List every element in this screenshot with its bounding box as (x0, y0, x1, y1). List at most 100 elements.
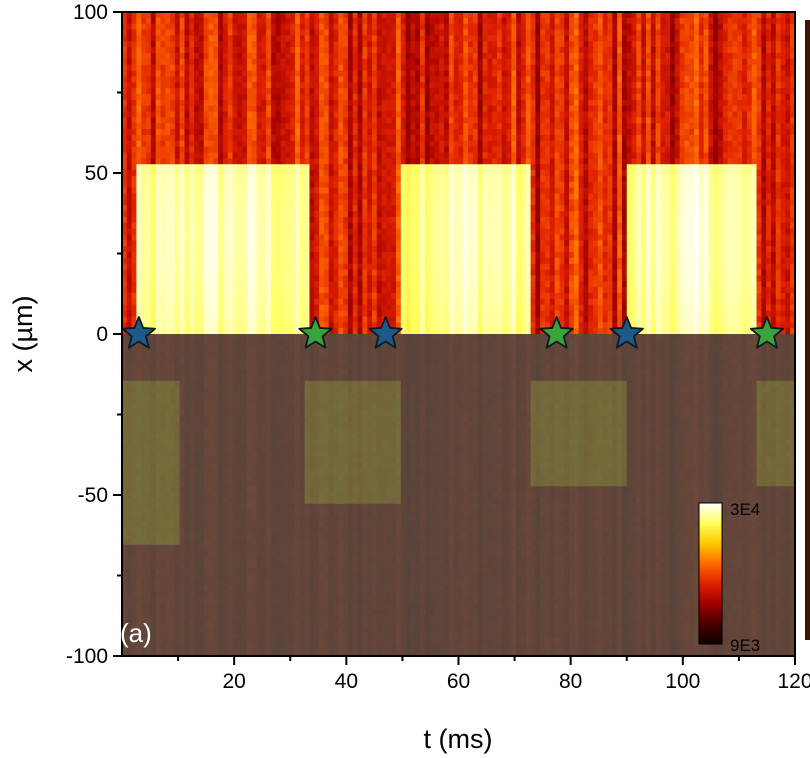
heatmap-cell (280, 12, 287, 19)
heatmap-cell (179, 123, 186, 130)
heatmap-cell (323, 287, 330, 294)
heatmap-cell (314, 52, 320, 60)
heatmap-cell (304, 310, 311, 318)
heatmap-cell (242, 146, 248, 154)
heatmap-cell (275, 310, 282, 318)
heatmap-cell (271, 93, 277, 101)
heatmap-cell (280, 35, 287, 42)
heatmap-cell (198, 70, 205, 77)
heatmap-cell (150, 181, 157, 189)
heatmap-cell (319, 35, 325, 42)
heatmap-cell (280, 140, 287, 148)
heatmap-cell (237, 234, 243, 241)
heatmap-cell (261, 76, 267, 83)
heatmap-cell (338, 88, 344, 95)
heatmap-cell (189, 228, 195, 236)
heatmap-cell (141, 93, 147, 101)
heatmap-cell (328, 252, 335, 259)
heatmap-cell (232, 287, 238, 294)
heatmap-cell (203, 222, 210, 230)
heatmap-cell (280, 211, 287, 218)
heatmap-cell (251, 152, 258, 159)
heatmap-cell (174, 134, 181, 142)
heatmap-cell (189, 275, 195, 282)
heatmap-cell (251, 281, 258, 288)
heatmap-cell (338, 93, 344, 101)
heatmap-cell (136, 228, 142, 236)
heatmap-cell (198, 275, 205, 282)
heatmap-cell (251, 47, 258, 54)
heatmap-cell (170, 246, 176, 253)
heatmap-cell (146, 99, 152, 107)
heatmap-cell (299, 193, 306, 200)
heatmap-cell (179, 134, 186, 142)
heatmap-cell (285, 170, 291, 177)
heatmap-cell (295, 117, 301, 124)
heatmap-cell (328, 181, 335, 189)
heatmap-cell (285, 82, 291, 89)
heatmap-cell (213, 316, 219, 323)
heatmap-cell (261, 47, 267, 54)
heatmap-cell (299, 17, 306, 25)
heatmap-cell (299, 246, 306, 253)
heatmap-cell (256, 269, 263, 277)
heatmap-cell (174, 12, 181, 19)
heatmap-cell (146, 269, 152, 277)
heatmap-cell (251, 129, 258, 136)
heatmap-cell (194, 52, 200, 60)
heatmap-cell (198, 111, 205, 118)
heatmap-cell (338, 12, 344, 19)
heatmap-cell (295, 35, 301, 42)
heatmap-cell (232, 158, 238, 165)
heatmap-cell (141, 287, 147, 294)
heatmap-cell (280, 222, 287, 230)
heatmap-cell (194, 134, 200, 142)
heatmap-cell (155, 310, 162, 318)
heatmap-cell (194, 263, 200, 271)
heatmap-cell (285, 129, 291, 136)
heatmap-cell (218, 205, 224, 212)
heatmap-cell (146, 310, 152, 318)
heatmap-cell (232, 252, 238, 259)
heatmap-cell (232, 47, 238, 54)
heatmap-cell (179, 146, 186, 154)
heatmap-cell (271, 140, 277, 148)
heatmap-cell (150, 263, 157, 271)
heatmap-cell (251, 88, 258, 95)
heatmap-cell (198, 82, 205, 89)
heatmap-cell (319, 269, 325, 277)
heatmap-cell (333, 64, 339, 72)
heatmap-cell (165, 181, 171, 189)
heatmap-cell (319, 322, 325, 329)
heatmap-cell (333, 123, 339, 130)
heatmap-cell (174, 117, 181, 124)
heatmap-cell (266, 234, 272, 241)
heatmap-cell (141, 228, 147, 236)
heatmap-cell (319, 117, 325, 124)
heatmap-cell (246, 146, 253, 154)
heatmap-cell (319, 111, 325, 118)
heatmap-cell (126, 99, 133, 107)
heatmap-cell (218, 211, 224, 218)
heatmap-cell (299, 111, 306, 118)
heatmap-cell (203, 240, 210, 247)
heatmap-cell (295, 228, 301, 236)
heatmap-cell (131, 310, 138, 318)
heatmap-cell (328, 41, 335, 48)
heatmap-cell (198, 52, 205, 60)
heatmap-cell (246, 281, 253, 288)
heatmap-cell (275, 17, 282, 25)
heatmap-cell (246, 52, 253, 60)
heatmap-cell (208, 134, 214, 142)
heatmap-cell (189, 140, 195, 148)
heatmap-cell (304, 105, 311, 113)
heatmap-cell (285, 193, 291, 200)
heatmap-cell (174, 70, 181, 77)
heatmap-cell (150, 99, 157, 107)
heatmap-cell (237, 158, 243, 165)
heatmap-cell (256, 117, 263, 124)
heatmap-cell (218, 93, 224, 101)
heatmap-cell (271, 281, 277, 288)
heatmap-cell (136, 23, 142, 31)
heatmap-cell (184, 170, 190, 177)
